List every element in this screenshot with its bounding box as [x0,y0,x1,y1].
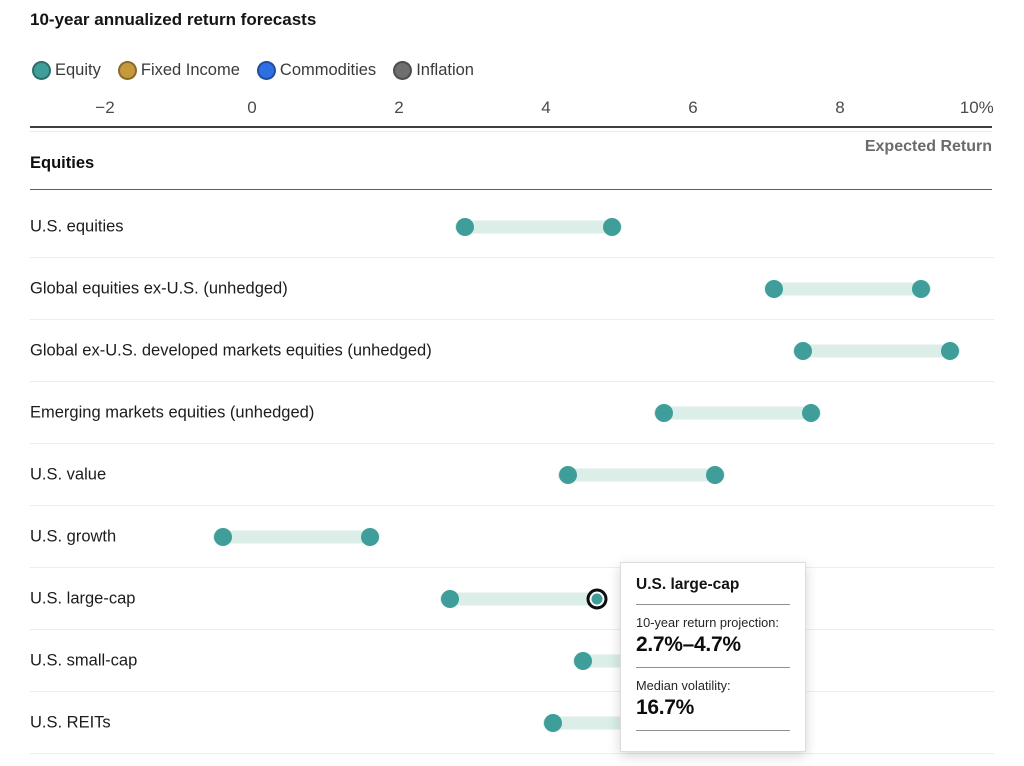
row-label: U.S. value [30,465,107,483]
range-track [455,220,623,233]
dot-low[interactable] [794,341,813,360]
row-label: U.S. equities [30,217,124,235]
legend-item[interactable]: Fixed Income [117,61,240,80]
range-track [763,282,931,295]
legend-color-dot-icon [256,61,276,80]
dot-low[interactable] [544,713,563,732]
tooltip-divider [636,604,790,605]
tooltip-volatility-value: 16.7% [636,696,695,719]
range-track [793,344,961,357]
axis-tick: 4 [541,98,551,117]
legend-item-label: Commodities [279,61,377,79]
dot-high[interactable] [360,527,379,546]
dot-high[interactable] [586,588,608,609]
dot-low[interactable] [213,527,232,546]
dot-low[interactable] [764,279,783,298]
row-label: U.S. growth [30,527,117,545]
legend: Equity Fixed Income Commodities Inflatio… [32,61,474,80]
range-track [212,530,380,543]
legend-item-label: Fixed Income [140,61,240,79]
tooltip-volatility-label: Median volatility: [636,678,731,693]
axis-line-shadow [30,131,992,132]
dot-low[interactable] [559,465,578,484]
section-divider [30,189,992,190]
legend-item-label: Equity [55,61,101,79]
range-track [653,406,821,419]
table-row: U.S. REITs [30,692,994,754]
section-header-equities: Equities [30,154,95,172]
axis-tick: 2 [394,98,404,117]
row-label: U.S. large-cap [30,589,136,607]
table-row: Global ex-U.S. developed markets equitie… [30,320,994,382]
dot-low[interactable] [456,217,475,236]
axis-tick: 8 [835,98,845,117]
axis-tick: 0 [247,98,257,117]
row-label: Emerging markets equities (unhedged) [30,403,315,421]
table-row: U.S. equities [30,196,994,258]
legend-color-dot-icon [117,61,137,80]
legend-item[interactable]: Commodities [256,61,377,80]
axis-tick: 6 [688,98,698,117]
row-label: U.S. REITs [30,713,111,731]
dot-high[interactable] [911,279,930,298]
rows: U.S. equities Global equities ex-U.S. (u… [30,196,994,754]
range-track [558,468,726,481]
tooltip-divider [636,667,790,668]
tooltip-projection-value: 2.7%–4.7% [636,633,741,656]
row-label: U.S. small-cap [30,651,138,669]
dot-high[interactable] [603,217,622,236]
legend-item[interactable]: Inflation [393,61,474,80]
table-row: U.S. large-cap [30,568,994,630]
row-label: Global equities ex-U.S. (unhedged) [30,279,288,297]
tooltip: U.S. large-cap 10-year return projection… [620,562,806,752]
dot-high[interactable] [941,341,960,360]
axis-line [30,126,992,128]
row-label: Global ex-U.S. developed markets equitie… [30,341,432,359]
tooltip-projection-label: 10-year return projection: [636,615,779,630]
dot-low[interactable] [654,403,673,422]
table-row: U.S. small-cap [30,630,994,692]
axis-label-expected-return: Expected Return [864,138,992,155]
legend-color-dot-icon [393,61,413,80]
chart-title: 10-year annualized return forecasts [30,10,317,29]
legend-item[interactable]: Equity [32,61,101,80]
axis-ticks: −2 0 2 4 6 8 10% [30,98,994,120]
dot-high[interactable] [801,403,820,422]
legend-item-label: Inflation [416,61,474,79]
axis-tick: −2 [95,98,115,117]
table-row: U.S. value [30,444,994,506]
table-row: Global equities ex-U.S. (unhedged) [30,258,994,320]
dot-low[interactable] [441,589,460,608]
dot-low[interactable] [573,651,592,670]
table-row: U.S. growth [30,506,994,568]
tooltip-title: U.S. large-cap [636,576,740,593]
table-row: Emerging markets equities (unhedged) [30,382,994,444]
legend-color-dot-icon [32,61,51,80]
axis-tick: 10% [959,98,994,117]
range-track [440,592,608,605]
dot-high[interactable] [706,465,725,484]
tooltip-divider [636,730,790,731]
